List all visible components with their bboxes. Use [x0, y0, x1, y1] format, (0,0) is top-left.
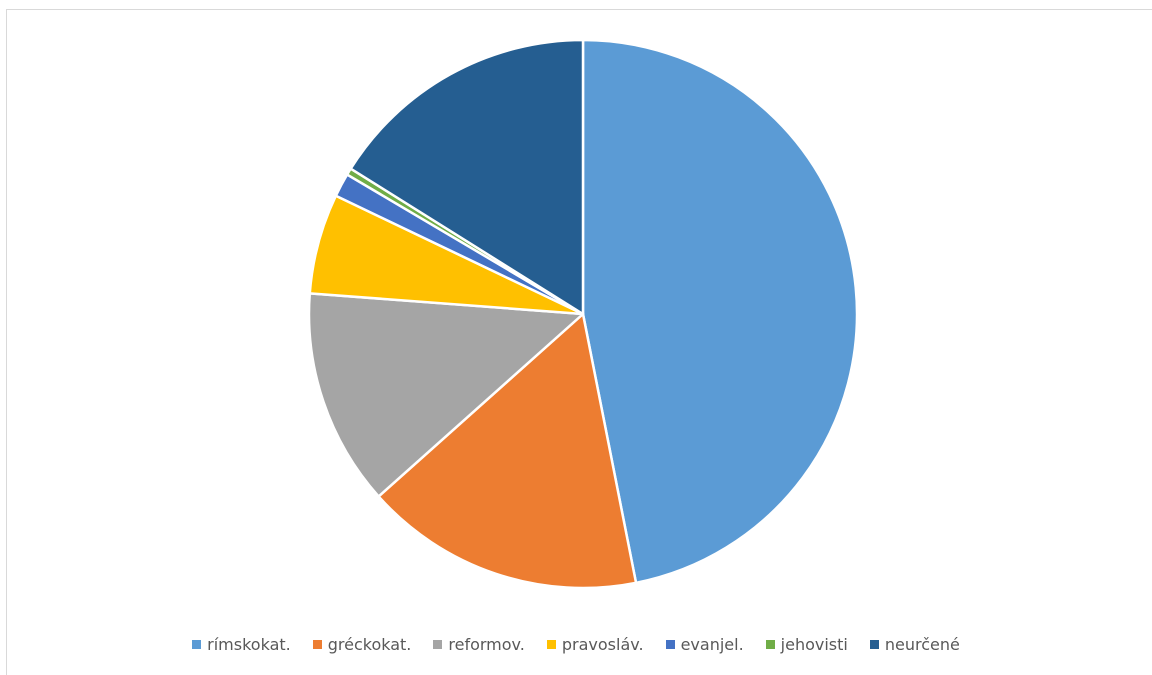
legend-item: reformov.: [433, 634, 525, 654]
legend-item: gréckokat.: [312, 634, 412, 654]
legend-swatch: [312, 639, 322, 649]
legend-label: neurčené: [884, 634, 960, 654]
legend-item: rímskokat.: [192, 635, 291, 654]
legend-swatch: [765, 639, 775, 649]
pie-slice-3: [307, 292, 585, 498]
chart-legend: rímskokat. gréckokat. reformov. pravosláv. e…: [0, 632, 1152, 656]
legend-swatch: [665, 639, 675, 649]
legend-label: reformov.: [448, 634, 525, 654]
legend-item: pravosláv.: [546, 634, 644, 654]
pie-slice-1: [581, 38, 859, 585]
legend-item: neurčené: [869, 634, 960, 654]
legend-swatch: [546, 639, 556, 649]
legend-item: jehovisti: [765, 634, 848, 654]
legend-item: evanjel.: [665, 634, 744, 654]
pie-chart: [307, 38, 859, 590]
legend-label: rímskokat.: [207, 634, 291, 654]
pie-slice-7: [349, 38, 585, 316]
legend-label: gréckokat.: [327, 634, 412, 654]
legend-swatch: [433, 639, 443, 649]
legend-label: jehovisti: [780, 634, 848, 654]
pie-slice-2: [377, 312, 638, 590]
legend-label: evanjel.: [680, 634, 744, 654]
legend-swatch: [192, 639, 202, 649]
legend-label: pravosláv.: [561, 634, 644, 654]
legend-swatch: [869, 639, 879, 649]
